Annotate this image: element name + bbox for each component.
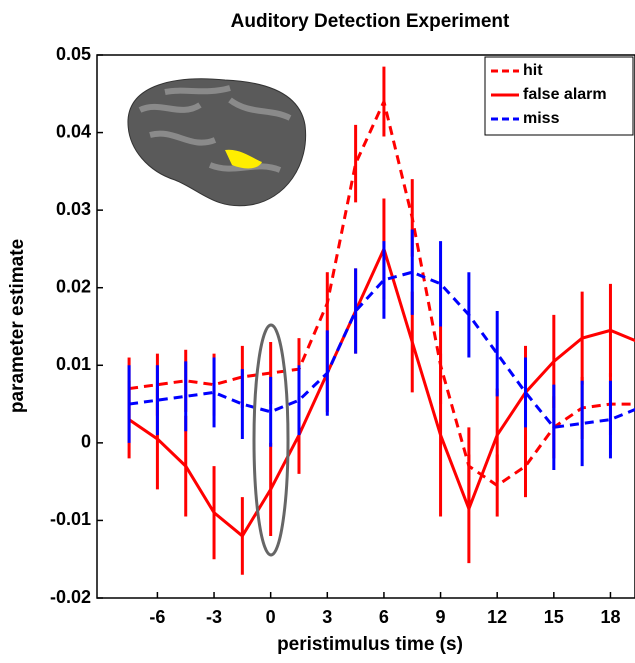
y-tick-label: 0.05 [56, 44, 91, 64]
y-axis-label: parameter estimate [7, 239, 28, 413]
legend-label: hit [523, 62, 543, 79]
x-tick-label: 0 [266, 607, 276, 627]
legend-label: false alarm [523, 86, 607, 103]
series-line [128, 270, 635, 429]
plot-area [127, 66, 635, 575]
highlight-ellipse [252, 323, 290, 557]
x-tick-label: 12 [487, 607, 507, 627]
x-tick-label: 9 [436, 607, 446, 627]
plot-frame [96, 54, 635, 599]
legend: hit false alarm miss [484, 56, 634, 136]
x-axis-label: peristimulus time (s) [277, 634, 463, 655]
x-tick-label: 6 [379, 607, 389, 627]
y-tick-label: 0.04 [56, 121, 91, 141]
y-tick-label: -0.01 [50, 509, 91, 529]
y-tick-label: 0.01 [56, 354, 91, 374]
y-tick-label: 0 [81, 432, 91, 452]
x-tick-label: 3 [322, 607, 332, 627]
x-tick-label: -6 [149, 607, 165, 627]
brain-inset [127, 78, 307, 207]
x-tick-label: 18 [600, 607, 620, 627]
x-tick-label: -3 [206, 607, 222, 627]
y-tick-label: -0.02 [50, 587, 91, 607]
chart-title: Auditory Detection Experiment [231, 11, 510, 32]
legend-label: miss [523, 110, 560, 127]
y-tick-label: 0.02 [56, 276, 91, 296]
y-tick-label: 0.03 [56, 199, 91, 219]
x-tick-label: 15 [544, 607, 564, 627]
